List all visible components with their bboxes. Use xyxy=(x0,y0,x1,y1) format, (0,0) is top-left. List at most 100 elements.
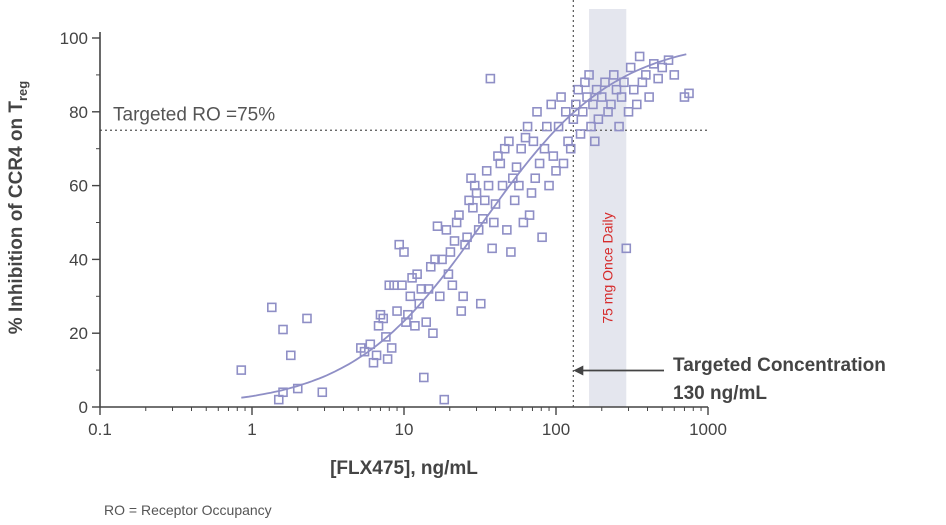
fit-curve xyxy=(241,53,687,399)
data-point xyxy=(516,143,526,154)
data-point xyxy=(528,136,539,147)
data-point xyxy=(267,302,277,313)
data-point xyxy=(481,166,492,176)
data-point xyxy=(553,121,564,132)
data-point xyxy=(437,254,447,265)
data-point xyxy=(410,321,420,331)
data-point xyxy=(403,309,413,320)
x-tick-label: 10 xyxy=(395,420,414,439)
x-axis-title: [FLX475], ng/mL xyxy=(330,458,478,479)
y-ticks: 0 20 40 60 80 100 xyxy=(60,29,100,417)
data-point xyxy=(586,121,596,132)
data-point xyxy=(419,372,429,383)
data-point xyxy=(421,317,432,327)
data-point xyxy=(653,73,663,84)
data-point xyxy=(548,151,559,161)
dosing-band xyxy=(589,9,627,407)
data-point xyxy=(621,243,632,254)
data-point xyxy=(546,99,557,110)
data-point xyxy=(611,84,622,95)
y-axis-title-main: % Inhibition of CCR4 on T xyxy=(6,101,27,335)
data-point xyxy=(551,166,561,176)
data-point xyxy=(619,77,629,88)
y-tick-label: 20 xyxy=(69,324,88,343)
data-point xyxy=(600,77,610,88)
annotation-arrowhead xyxy=(573,365,584,376)
data-point xyxy=(565,143,576,154)
data-point xyxy=(487,243,497,254)
data-point xyxy=(317,387,328,398)
data-point xyxy=(616,92,627,102)
y-axis-title: % Inhibition of CCR4 on Treg xyxy=(6,81,30,335)
data-point xyxy=(537,232,547,243)
data-point xyxy=(669,70,680,80)
data-point xyxy=(497,180,508,191)
data-point xyxy=(577,107,588,117)
data-point xyxy=(596,92,607,102)
targeted-ro-label: Targeted RO =75% xyxy=(113,104,275,125)
data-point xyxy=(625,62,636,73)
data-point xyxy=(462,232,472,243)
data-point xyxy=(397,280,407,291)
data-point xyxy=(392,306,402,316)
data-point xyxy=(544,180,554,191)
data-point xyxy=(412,269,422,279)
data-point xyxy=(414,298,425,309)
data-point xyxy=(657,62,668,73)
data-point xyxy=(504,136,514,147)
data-point xyxy=(485,73,496,84)
data-point xyxy=(560,107,571,117)
data-point xyxy=(447,280,458,291)
data-point xyxy=(532,107,542,117)
data-point xyxy=(542,121,552,132)
y-tick-label: 0 xyxy=(79,398,88,417)
data-point xyxy=(458,291,468,302)
annotation-line-1: Targeted Concentration xyxy=(673,355,886,376)
data-point xyxy=(539,143,550,154)
data-point xyxy=(483,180,494,191)
data-point xyxy=(236,365,247,375)
data-point xyxy=(644,92,654,102)
data-point xyxy=(286,350,296,361)
data-point xyxy=(514,180,524,191)
data-point xyxy=(590,136,600,147)
data-point xyxy=(399,247,409,257)
data-point xyxy=(629,84,639,95)
data-point xyxy=(584,70,594,80)
data-point xyxy=(454,210,464,220)
data-point xyxy=(526,188,537,198)
data-point xyxy=(623,107,634,117)
y-tick-label: 80 xyxy=(69,103,88,122)
data-point xyxy=(489,217,499,228)
data-point xyxy=(556,92,566,102)
data-point xyxy=(568,114,579,124)
shaded-band-layer: 75 mg Once Daily xyxy=(589,9,627,407)
data-point xyxy=(449,236,460,246)
data-point xyxy=(292,383,303,394)
data-point xyxy=(430,254,440,265)
data-point xyxy=(432,221,443,231)
data-point xyxy=(506,247,516,257)
x-tick-label: 1 xyxy=(247,420,256,439)
y-tick-label: 40 xyxy=(69,250,88,269)
data-point xyxy=(428,328,438,339)
data-point xyxy=(471,188,482,198)
reference-lines: Targeted RO =75% xyxy=(100,0,708,407)
data-point xyxy=(435,291,445,302)
data-point xyxy=(509,195,520,206)
x-tick-label: 1000 xyxy=(689,420,727,439)
dosing-band-label: 75 mg Once Daily xyxy=(600,212,616,323)
data-point xyxy=(571,99,581,110)
data-point xyxy=(302,313,312,324)
data-point xyxy=(468,202,478,213)
data-point xyxy=(558,158,569,169)
data-point xyxy=(606,99,616,110)
data-point xyxy=(518,217,529,228)
data-point xyxy=(382,354,393,364)
x-tick-label: 100 xyxy=(542,420,570,439)
data-point xyxy=(441,225,452,235)
annotation: Targeted Concentration 130 ng/mL xyxy=(573,355,886,404)
data-point xyxy=(378,313,389,324)
data-point xyxy=(524,210,535,220)
